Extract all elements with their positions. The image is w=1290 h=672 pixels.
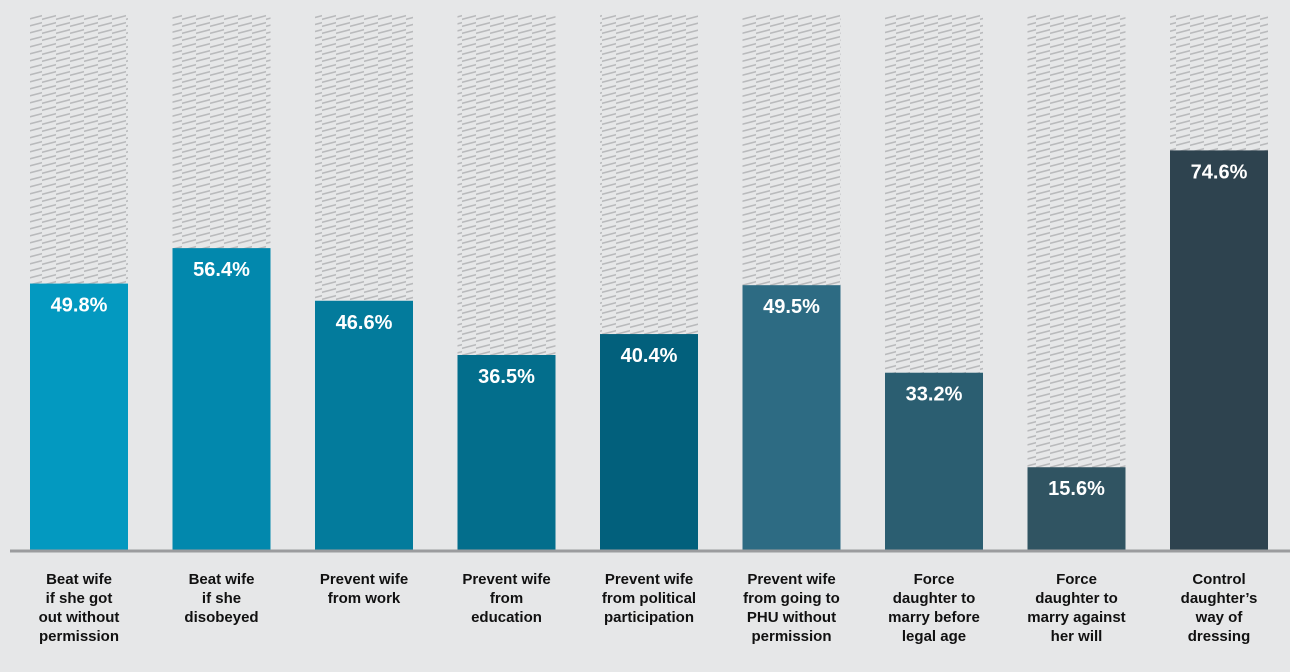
value-labels: 49.8% 56.4% 46.6% 36.5% 40.4% 49.5% 33.2% 15.6%…	[51, 161, 1248, 500]
background-bar	[1027, 14, 1126, 551]
bar	[172, 248, 271, 551]
bar	[600, 334, 698, 551]
value-label: 46.6%	[336, 312, 393, 334]
value-label: 15.6%	[1048, 478, 1105, 500]
value-label: 33.2%	[906, 384, 963, 406]
bar	[885, 372, 983, 551]
category-label: Prevent wife from going to PHU without p…	[743, 571, 840, 645]
value-label: 49.5%	[763, 296, 820, 318]
value-label: 36.5%	[478, 366, 535, 388]
bar	[1170, 150, 1268, 551]
data-bars	[30, 150, 1268, 551]
bar	[315, 300, 413, 551]
category-label: Beat wife if she disobeyed	[184, 571, 259, 626]
bar	[1027, 467, 1126, 551]
value-label: 40.4%	[621, 345, 678, 367]
value-label: 74.6%	[1191, 161, 1248, 183]
category-label: Prevent wife from education	[462, 571, 551, 626]
category-label: Force daughter to marry against her will	[1027, 571, 1126, 645]
bar	[742, 285, 841, 551]
category-label: Control daughter’s way of dressing	[1180, 571, 1258, 645]
category-label: Prevent wife from political participatio…	[601, 571, 697, 626]
category-label: Beat wife if she got out without permiss…	[38, 571, 120, 645]
category-label: Prevent wife from work	[319, 571, 409, 607]
value-label: 56.4%	[193, 259, 250, 281]
category-label: Force daughter to marry before legal age	[888, 571, 980, 645]
value-label: 49.8%	[51, 295, 108, 317]
bar	[457, 354, 556, 551]
bar	[30, 283, 128, 551]
